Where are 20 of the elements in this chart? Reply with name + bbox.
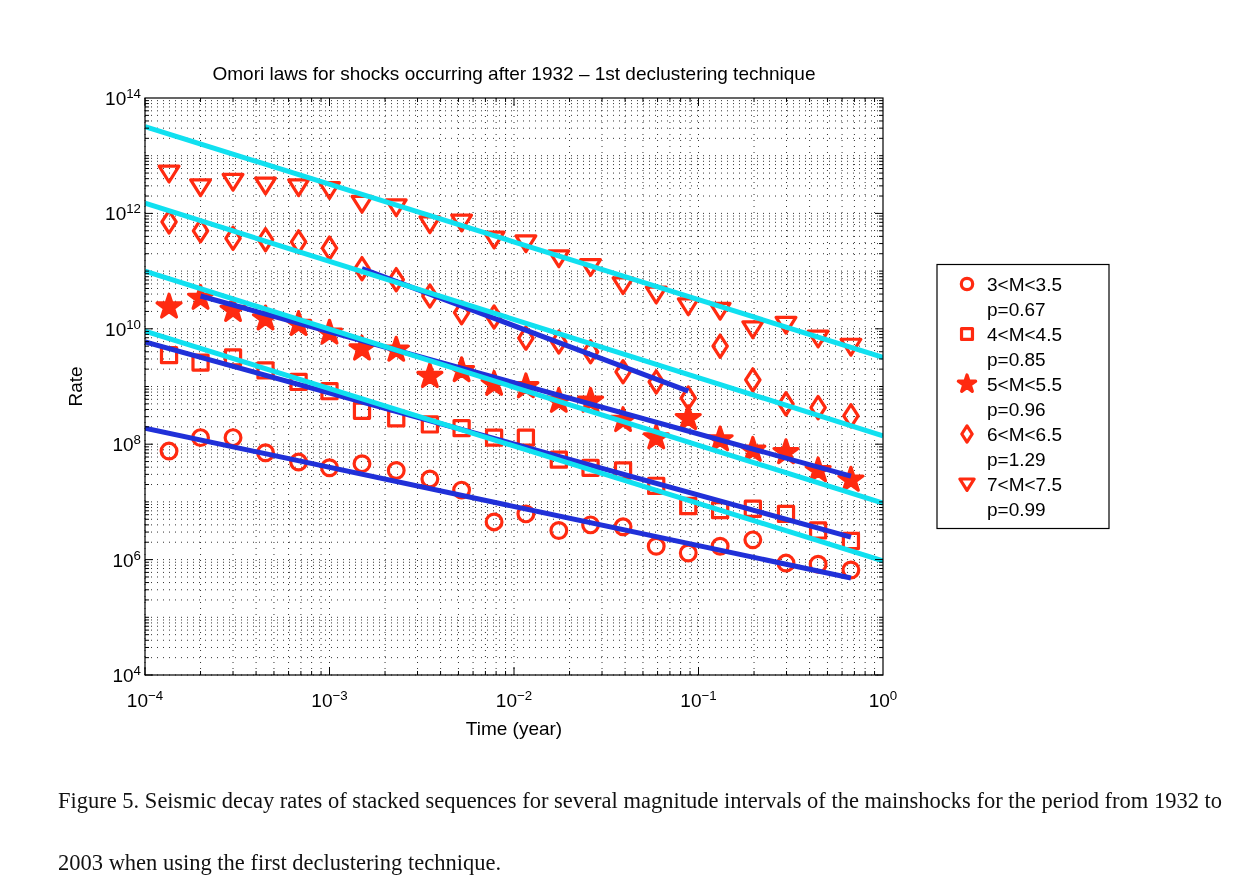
x-tick-label: 10$^{−1}$: [680, 687, 717, 711]
legend-label: 6<M<6.5 p=1.29: [987, 424, 1062, 470]
y-tick-label: 10$^{6}$: [112, 547, 141, 571]
legend-label: 5<M<5.5 p=0.96: [987, 374, 1062, 420]
x-tick-label: 10$^{−4}$: [126, 687, 164, 711]
x-axis-title: Time (year): [465, 718, 563, 739]
y-tick-label: 10$^{10}$: [105, 316, 141, 340]
legend-label: 7<M<7.5 p=0.99: [987, 474, 1062, 520]
y-tick-label: 10$^{4}$: [112, 662, 141, 686]
x-tick-label: 10$^{−3}$: [311, 687, 348, 711]
y-tick-label: 10$^{8}$: [112, 431, 141, 456]
legend-label: 3<M<3.5 p=0.67: [987, 274, 1062, 320]
chart-title: Omori laws for shocks occurring after 1932 – 1st declustering technique: [212, 63, 816, 84]
x-tick-label: 10$^{0}$: [868, 687, 898, 711]
y-tick-label: 10$^{12}$: [105, 200, 141, 225]
legend-label: 4<M<4.5 p=0.85: [987, 324, 1062, 370]
y-axis-title: Rate: [65, 366, 86, 407]
x-tick-label: 10$^{−2}$: [495, 687, 533, 711]
text: Figure 5. Seismic decay rates of stacked sequences for several magnitude intervals of the mainshocks for the period from 1932 to 2003 when using the first declustering technique.: [58, 788, 1223, 875]
y-tick-label: 10$^{14}$: [105, 85, 141, 109]
